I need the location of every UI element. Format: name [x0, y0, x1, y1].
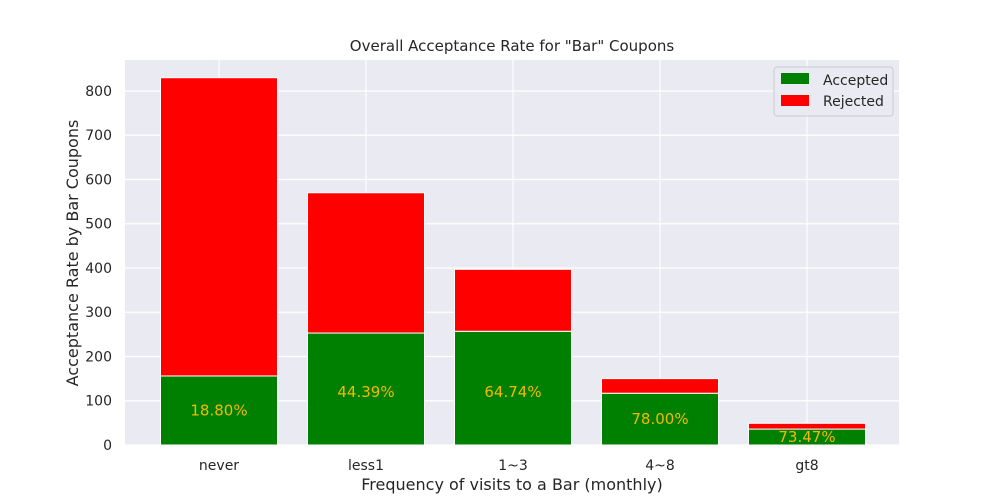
y-tick-label: 0 — [103, 438, 112, 454]
x-tick-labels: never less1 1~3 4~8 gt8 — [199, 458, 819, 474]
y-tick-label: 400 — [85, 261, 112, 277]
bar-rejected-0 — [160, 77, 278, 377]
data-label-1: 44.39% — [337, 383, 394, 401]
x-tick-label: gt8 — [795, 458, 818, 474]
bar-rejected-1 — [307, 192, 425, 334]
legend: Accepted Rejected — [773, 66, 894, 117]
y-axis-title: Acceptance Rate by Bar Coupons — [63, 120, 82, 387]
y-tick-label: 700 — [85, 128, 112, 144]
bars — [160, 77, 866, 446]
bar-rejected-2 — [454, 268, 572, 332]
y-tick-label: 800 — [85, 84, 112, 100]
y-tick-label: 600 — [85, 172, 112, 188]
chart-title: Overall Acceptance Rate for "Bar" Coupon… — [350, 37, 675, 55]
bar-rejected-4 — [748, 422, 866, 430]
legend-swatch-rejected — [781, 95, 809, 106]
y-tick-label: 200 — [85, 349, 112, 365]
legend-swatch-accepted — [781, 73, 809, 84]
y-tick-labels: 0 100 200 300 400 500 600 700 800 — [85, 84, 112, 454]
legend-label-rejected: Rejected — [823, 94, 884, 110]
data-label-3: 78.00% — [631, 410, 688, 428]
x-tick-label: 4~8 — [645, 458, 675, 474]
x-tick-label: less1 — [348, 458, 384, 474]
x-axis-title: Frequency of visits to a Bar (monthly) — [361, 475, 662, 494]
data-label-0: 18.80% — [190, 401, 247, 419]
y-tick-label: 300 — [85, 305, 112, 321]
x-tick-label: 1~3 — [498, 458, 528, 474]
x-tick-label: never — [199, 458, 239, 474]
y-tick-label: 500 — [85, 217, 112, 233]
data-label-4: 73.47% — [778, 428, 835, 446]
bar-rejected-3 — [601, 378, 719, 394]
bar-accepted-0 — [160, 375, 278, 446]
legend-label-accepted: Accepted — [823, 73, 888, 89]
data-label-2: 64.74% — [484, 383, 541, 401]
data-labels: 18.80% 44.39% 64.74% 78.00% 73.47% — [190, 383, 835, 446]
y-tick-label: 100 — [85, 394, 112, 410]
bar-accepted-2 — [454, 330, 572, 446]
bar-accepted-1 — [307, 332, 425, 446]
